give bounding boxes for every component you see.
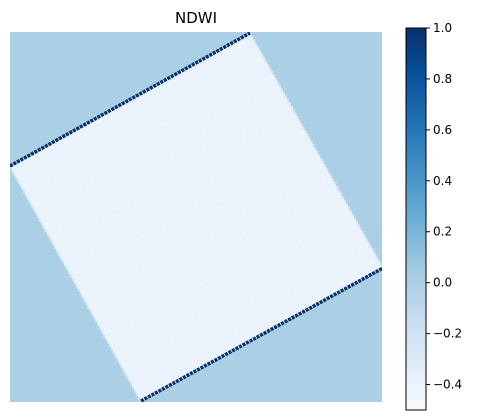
colorbar-tick-label: 0.6 — [433, 123, 452, 137]
scene-texture — [10, 33, 382, 402]
colorbar-tick-label: 0.8 — [433, 72, 452, 86]
plot-area — [10, 32, 382, 402]
colorbar-tick-label: −0.2 — [433, 327, 462, 341]
colorbar-tick-label: 0.2 — [433, 225, 452, 239]
colorbar-ticks: 1.0 0.8 0.6 0.4 0.2 0.0 −0.2 −0.4 — [426, 21, 462, 392]
chart-title: NDWI — [175, 9, 217, 27]
colorbar-tick-label: 0.0 — [433, 276, 452, 290]
scene-edge-top — [10, 32, 251, 168]
scene-edge-bottom — [140, 266, 382, 402]
colorbar-tick-label: 0.4 — [433, 174, 452, 188]
colorbar-tick-label: −0.4 — [433, 378, 462, 392]
colorbar-tick-label: 1.0 — [433, 21, 452, 35]
scene-right-edge — [248, 32, 382, 269]
scene-left-edge — [10, 166, 143, 402]
colorbar — [405, 27, 427, 411]
